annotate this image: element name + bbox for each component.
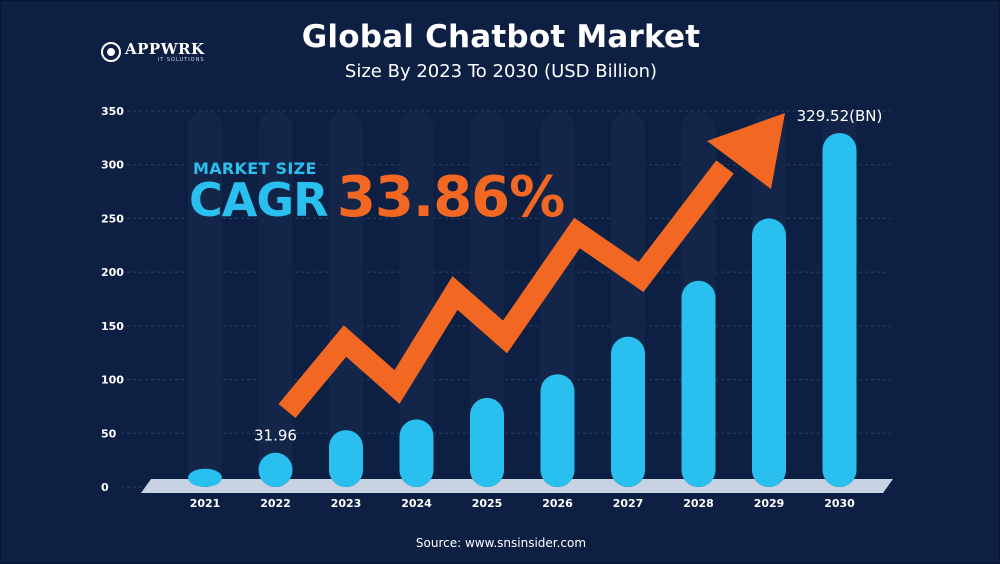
bar-track (258, 111, 293, 487)
company-logo: APPWRK IT SOLUTIONS (101, 39, 205, 65)
logo-wordmark: APPWRK IT SOLUTIONS (125, 39, 205, 63)
bar (752, 218, 786, 487)
trend-arrow-shaft (278, 160, 734, 419)
bar-track (188, 111, 222, 487)
x-tick-label: 2026 (542, 497, 573, 510)
bar (329, 430, 363, 487)
y-tick-label: 200 (101, 266, 124, 279)
bar (258, 452, 293, 487)
x-tick-label: 2023 (331, 497, 362, 510)
bar (540, 374, 575, 487)
y-tick-label: 50 (101, 427, 117, 440)
x-tick-label: 2029 (754, 497, 785, 510)
cagr-label: CAGR (189, 173, 329, 227)
x-tick-label: 2027 (613, 497, 644, 510)
x-tick-label: 2022 (260, 497, 291, 510)
data-label: 329.52(BN) (797, 107, 883, 125)
logo-name: APPWRK (125, 39, 205, 58)
y-tick-label: 100 (101, 374, 124, 387)
y-tick-label: 350 (101, 105, 124, 118)
source-note: Source: www.snsinsider.com (415, 536, 587, 550)
cagr-value: 33.86% (337, 165, 565, 230)
x-tick-label: 2030 (824, 497, 855, 510)
x-tick-label: 2021 (190, 497, 221, 510)
logo-tagline: IT SOLUTIONS (157, 56, 205, 63)
bar-track (329, 111, 363, 487)
trend-arrow-head (707, 113, 785, 189)
logo-icon (101, 42, 121, 62)
y-tick-label: 250 (101, 212, 124, 225)
x-tick-label: 2025 (472, 497, 503, 510)
bar (188, 468, 222, 487)
bar (399, 419, 434, 487)
y-tick-label: 150 (101, 320, 124, 333)
bar-track (470, 111, 504, 487)
bar (611, 336, 645, 487)
x-tick-label: 2024 (401, 497, 432, 510)
bar (470, 397, 504, 487)
chart-subtitle: Size By 2023 To 2030 (USD Billion) (344, 61, 658, 82)
bar (822, 133, 857, 487)
y-tick-label: 300 (101, 159, 124, 172)
bar-track (399, 111, 434, 487)
y-tick-label: 0 (101, 481, 109, 494)
chart-title: Global Chatbot Market (301, 19, 701, 55)
data-label: 31.96 (254, 427, 297, 445)
x-tick-label: 2028 (683, 497, 714, 510)
market-size-label: MARKET SIZE (193, 159, 317, 178)
bar (681, 280, 716, 487)
